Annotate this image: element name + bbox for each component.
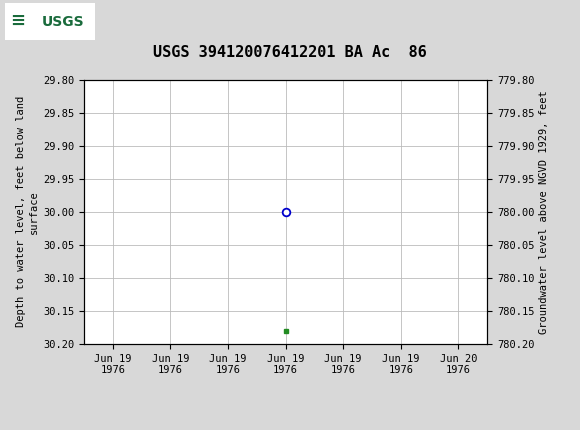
Legend: Period of approved data: Period of approved data [180,427,392,430]
Text: USGS 394120076412201 BA Ac  86: USGS 394120076412201 BA Ac 86 [153,45,427,60]
FancyBboxPatch shape [5,3,95,40]
Y-axis label: Groundwater level above NGVD 1929, feet: Groundwater level above NGVD 1929, feet [539,90,549,334]
Text: ≡: ≡ [10,12,26,30]
Text: USGS: USGS [42,15,84,28]
Y-axis label: Depth to water level, feet below land
surface: Depth to water level, feet below land su… [16,96,39,327]
